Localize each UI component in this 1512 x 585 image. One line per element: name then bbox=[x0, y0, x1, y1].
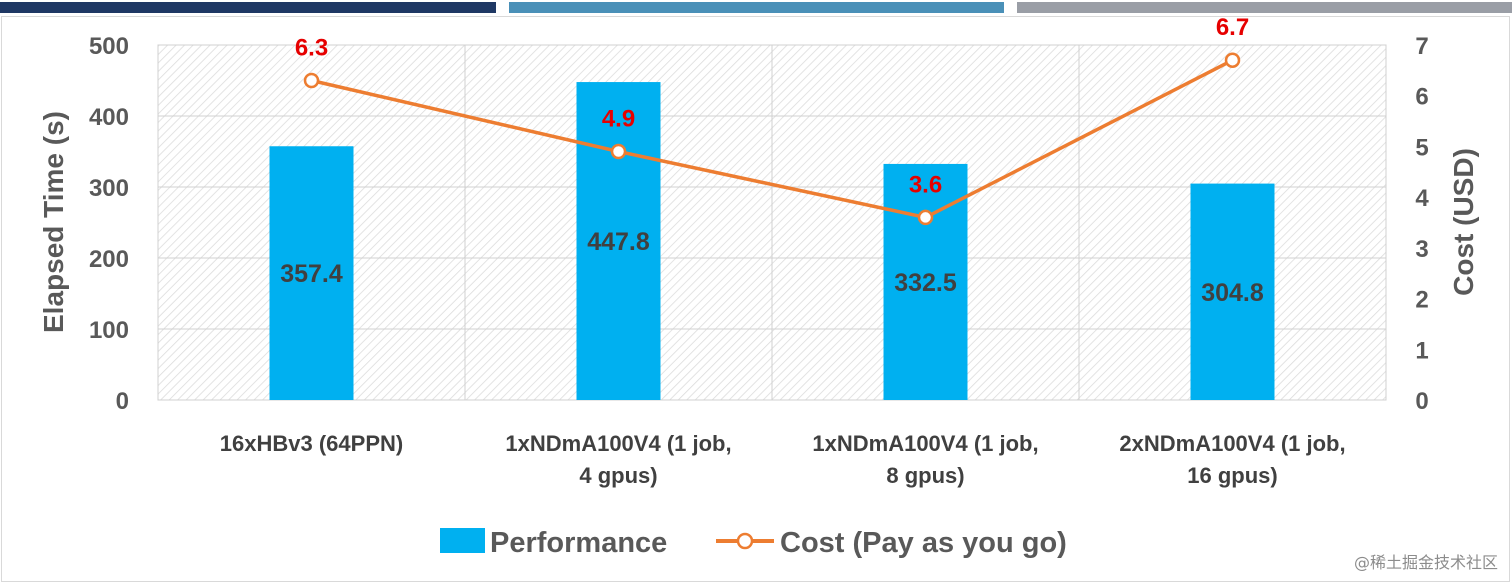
performance-bar bbox=[1190, 183, 1275, 400]
watermark: @稀土掘金技术社区 bbox=[1353, 553, 1498, 572]
legend-cost-label: Cost (Pay as you go) bbox=[780, 527, 1067, 559]
performance-bar-label: 447.8 bbox=[587, 228, 650, 256]
gridlines bbox=[158, 44, 1386, 401]
cost-label: 3.6 bbox=[909, 171, 942, 198]
cost-label: 6.7 bbox=[1216, 14, 1249, 41]
performance-bar-label: 357.4 bbox=[280, 260, 343, 288]
legend-performance-label: Performance bbox=[490, 527, 667, 559]
performance-bars bbox=[269, 82, 1275, 400]
category-label: 1xNDmA100V4 (1 job, bbox=[505, 431, 731, 456]
y-tick-label: 500 bbox=[89, 33, 129, 60]
category-label: 4 gpus) bbox=[579, 463, 657, 488]
y2-tick-label: 6 bbox=[1415, 84, 1428, 111]
cost-point bbox=[917, 209, 934, 226]
cost-label: 4.9 bbox=[602, 106, 635, 133]
y-axis-title: Elapsed Time (s) bbox=[38, 111, 69, 333]
performance-labels: 357.4 447.8 332.5 304.8 bbox=[280, 228, 1264, 307]
y-tick-label: 400 bbox=[89, 104, 129, 131]
y2-tick-label: 7 bbox=[1415, 33, 1428, 60]
performance-bar bbox=[269, 146, 354, 400]
header-bar-2 bbox=[509, 2, 1004, 13]
category-label: 2xNDmA100V4 (1 job, bbox=[1119, 431, 1345, 456]
cost-point bbox=[1224, 52, 1241, 68]
cost-label: 6.3 bbox=[295, 35, 328, 62]
category-label: 16xHBv3 (64PPN) bbox=[220, 431, 403, 456]
y2-tick-label: 1 bbox=[1415, 337, 1428, 364]
y-axis-ticks: 0 100 200 300 400 500 bbox=[89, 33, 129, 415]
y-tick-label: 300 bbox=[89, 175, 129, 202]
y2-tick-label: 4 bbox=[1415, 185, 1429, 212]
y2-tick-label: 5 bbox=[1415, 134, 1428, 161]
category-labels: 16xHBv3 (64PPN) 1xNDmA100V4 (1 job, 4 gpus… bbox=[220, 431, 1346, 488]
performance-bar-label: 304.8 bbox=[1201, 279, 1264, 307]
chart-frame bbox=[1, 16, 1510, 582]
y2-axis-title: Cost (USD) bbox=[1448, 148, 1479, 296]
legend-performance-swatch bbox=[440, 528, 485, 553]
legend: Performance Cost (Pay as you go) bbox=[440, 527, 1067, 559]
performance-bar-label: 332.5 bbox=[894, 269, 957, 297]
y-tick-label: 0 bbox=[116, 388, 129, 415]
performance-bar bbox=[576, 82, 661, 400]
category-label: 1xNDmA100V4 (1 job, bbox=[812, 431, 1038, 456]
y2-tick-label: 0 bbox=[1415, 388, 1428, 415]
cost-labels: 6.3 4.9 3.6 6.7 bbox=[295, 14, 1249, 198]
header-bar-3 bbox=[1017, 2, 1512, 13]
y2-tick-label: 3 bbox=[1415, 236, 1428, 263]
y2-tick-label: 2 bbox=[1415, 287, 1428, 314]
y-tick-label: 100 bbox=[89, 317, 129, 344]
category-label: 8 gpus) bbox=[886, 463, 964, 488]
legend-cost-marker-icon bbox=[736, 532, 754, 550]
cost-line bbox=[311, 58, 1234, 220]
cost-line-series bbox=[303, 52, 1241, 226]
cost-point bbox=[610, 143, 627, 160]
category-label: 16 gpus) bbox=[1187, 463, 1277, 488]
header-bar-1 bbox=[0, 2, 496, 13]
y-tick-label: 200 bbox=[89, 246, 129, 273]
cost-point bbox=[303, 72, 320, 89]
y2-axis-ticks: 0 1 2 3 4 5 6 7 bbox=[1415, 33, 1429, 415]
